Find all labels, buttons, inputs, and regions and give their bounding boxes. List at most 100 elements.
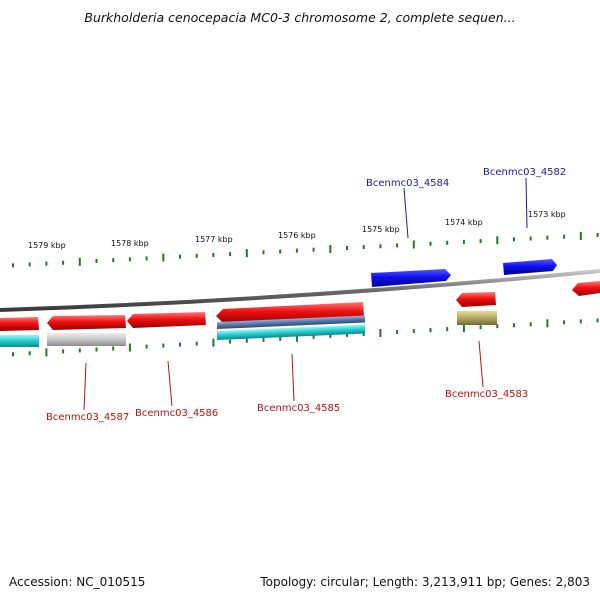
gene-partial-right[interactable] [572, 281, 600, 296]
gene-bcenmc03-4586[interactable] [127, 312, 206, 328]
ruler-tick [229, 252, 232, 257]
gene-label-bcenmc03-4584[interactable]: Bcenmc03_4584 [366, 178, 449, 189]
ruler-tick [62, 260, 65, 265]
ruler-label: 1575 kbp [362, 225, 400, 234]
ruler-tick [62, 349, 65, 354]
ruler-tick [346, 332, 348, 337]
ruler-tick [479, 325, 482, 330]
ruler-tick [262, 337, 265, 342]
ruler-tick-major [379, 329, 382, 337]
ruler-tick-major [162, 253, 165, 262]
ruler-tick-major [295, 333, 298, 342]
ruler-tick [529, 322, 532, 327]
ruler-tick [396, 243, 399, 248]
ruler-tick [295, 248, 298, 253]
ruler-tick [429, 328, 432, 333]
gene-label-bcenmc03-4586[interactable]: Bcenmc03_4586 [135, 408, 218, 419]
feature-bar-cyan[interactable] [217, 324, 365, 341]
ruler-tick [396, 330, 399, 334]
ruler-tick [179, 254, 181, 259]
ruler-tick [513, 237, 515, 242]
ruler-tick [195, 341, 198, 346]
ruler-ticks-bottom [12, 318, 599, 357]
ruler-tick-major [78, 257, 81, 266]
ruler-tick-major [329, 244, 332, 253]
ruler-tick [128, 257, 131, 262]
ruler-tick-major [546, 319, 549, 328]
ruler-tick [212, 253, 215, 257]
ruler-tick [279, 249, 282, 254]
accession-text: Accession: NC_010515 [9, 575, 146, 589]
ruler-tick [346, 246, 348, 250]
ruler-tick [78, 348, 81, 353]
feature-bar-olive[interactable] [457, 311, 497, 325]
ruler-tick-major [45, 348, 48, 357]
ruler-tick [362, 245, 365, 250]
ruler-tick [496, 324, 499, 329]
ruler-tick [312, 247, 315, 252]
feature-bar-steel[interactable] [217, 315, 365, 330]
leader-line [167, 360, 173, 407]
feature-bar-gray[interactable] [47, 333, 126, 346]
ruler-tick [412, 329, 415, 334]
ruler-tick [579, 319, 582, 324]
map-title: Burkholderia cenocepacia MC0-3 chromosom… [84, 10, 516, 25]
ruler-tick [563, 320, 566, 325]
label-leader-lines [83, 177, 528, 411]
ruler-tick [279, 336, 282, 341]
ruler-tick [379, 244, 382, 249]
ruler-tick [529, 236, 532, 241]
ruler-tick [145, 344, 148, 349]
ruler-label: 1576 kbp [278, 231, 316, 240]
ruler-tick [145, 256, 148, 261]
gene-bcenmc03-4583[interactable] [456, 292, 496, 307]
leader-line [83, 362, 87, 411]
ruler-labels: 1579 kbp 1578 kbp 1577 kbp 1576 kbp 1575… [28, 210, 566, 250]
genome-backbone [0, 269, 600, 312]
gene-label-bcenmc03-4585[interactable]: Bcenmc03_4585 [257, 403, 340, 414]
ruler-tick-major [212, 338, 215, 347]
leader-line [525, 177, 528, 229]
ruler-tick [329, 333, 332, 338]
leader-line [403, 187, 409, 239]
ruler-tick [95, 347, 98, 352]
ruler-tick [546, 235, 549, 240]
ruler-tick-major [412, 240, 415, 249]
ruler-tick [195, 253, 198, 258]
ruler-tick-major [128, 343, 131, 352]
ruler-ticks-top [12, 231, 599, 268]
ruler-tick [162, 343, 165, 348]
ruler-label: 1573 kbp [528, 210, 566, 219]
ruler-tick-major [245, 249, 248, 258]
ruler-tick-major [579, 231, 582, 240]
gene-label-bcenmc03-4582[interactable]: Bcenmc03_4582 [483, 167, 566, 178]
ruler-tick-major [462, 324, 465, 333]
ruler-tick [28, 351, 31, 356]
topology-text: Topology: circular; Length: 3,213,911 bp… [260, 575, 590, 589]
ruler-label: 1574 kbp [445, 218, 483, 227]
gene-bcenmc03-4584[interactable] [371, 269, 451, 287]
ruler-tick [45, 261, 48, 266]
feature-bar-cyan-left[interactable] [0, 335, 39, 347]
ruler-tick [12, 263, 14, 268]
ruler-tick [12, 352, 14, 357]
gene-bcenmc03-4582[interactable] [503, 259, 557, 275]
gene-bcenmc03-4587[interactable] [47, 315, 126, 330]
ruler-tick [112, 346, 115, 351]
ruler-tick [513, 323, 515, 328]
ruler-tick [179, 342, 181, 347]
leader-line [291, 353, 295, 402]
ruler-tick [229, 339, 232, 344]
ruler-label: 1577 kbp [195, 235, 233, 244]
ruler-tick [479, 239, 482, 244]
ruler-tick-major [496, 236, 499, 245]
ruler-tick [262, 250, 265, 255]
ruler-tick [446, 240, 449, 245]
ruler-tick [462, 239, 465, 244]
ruler-tick [563, 234, 566, 239]
gene-label-bcenmc03-4583[interactable]: Bcenmc03_4583 [445, 389, 528, 400]
ruler-tick [245, 338, 248, 343]
gene-label-bcenmc03-4587[interactable]: Bcenmc03_4587 [46, 412, 129, 423]
gene-partial-left[interactable] [0, 317, 39, 331]
